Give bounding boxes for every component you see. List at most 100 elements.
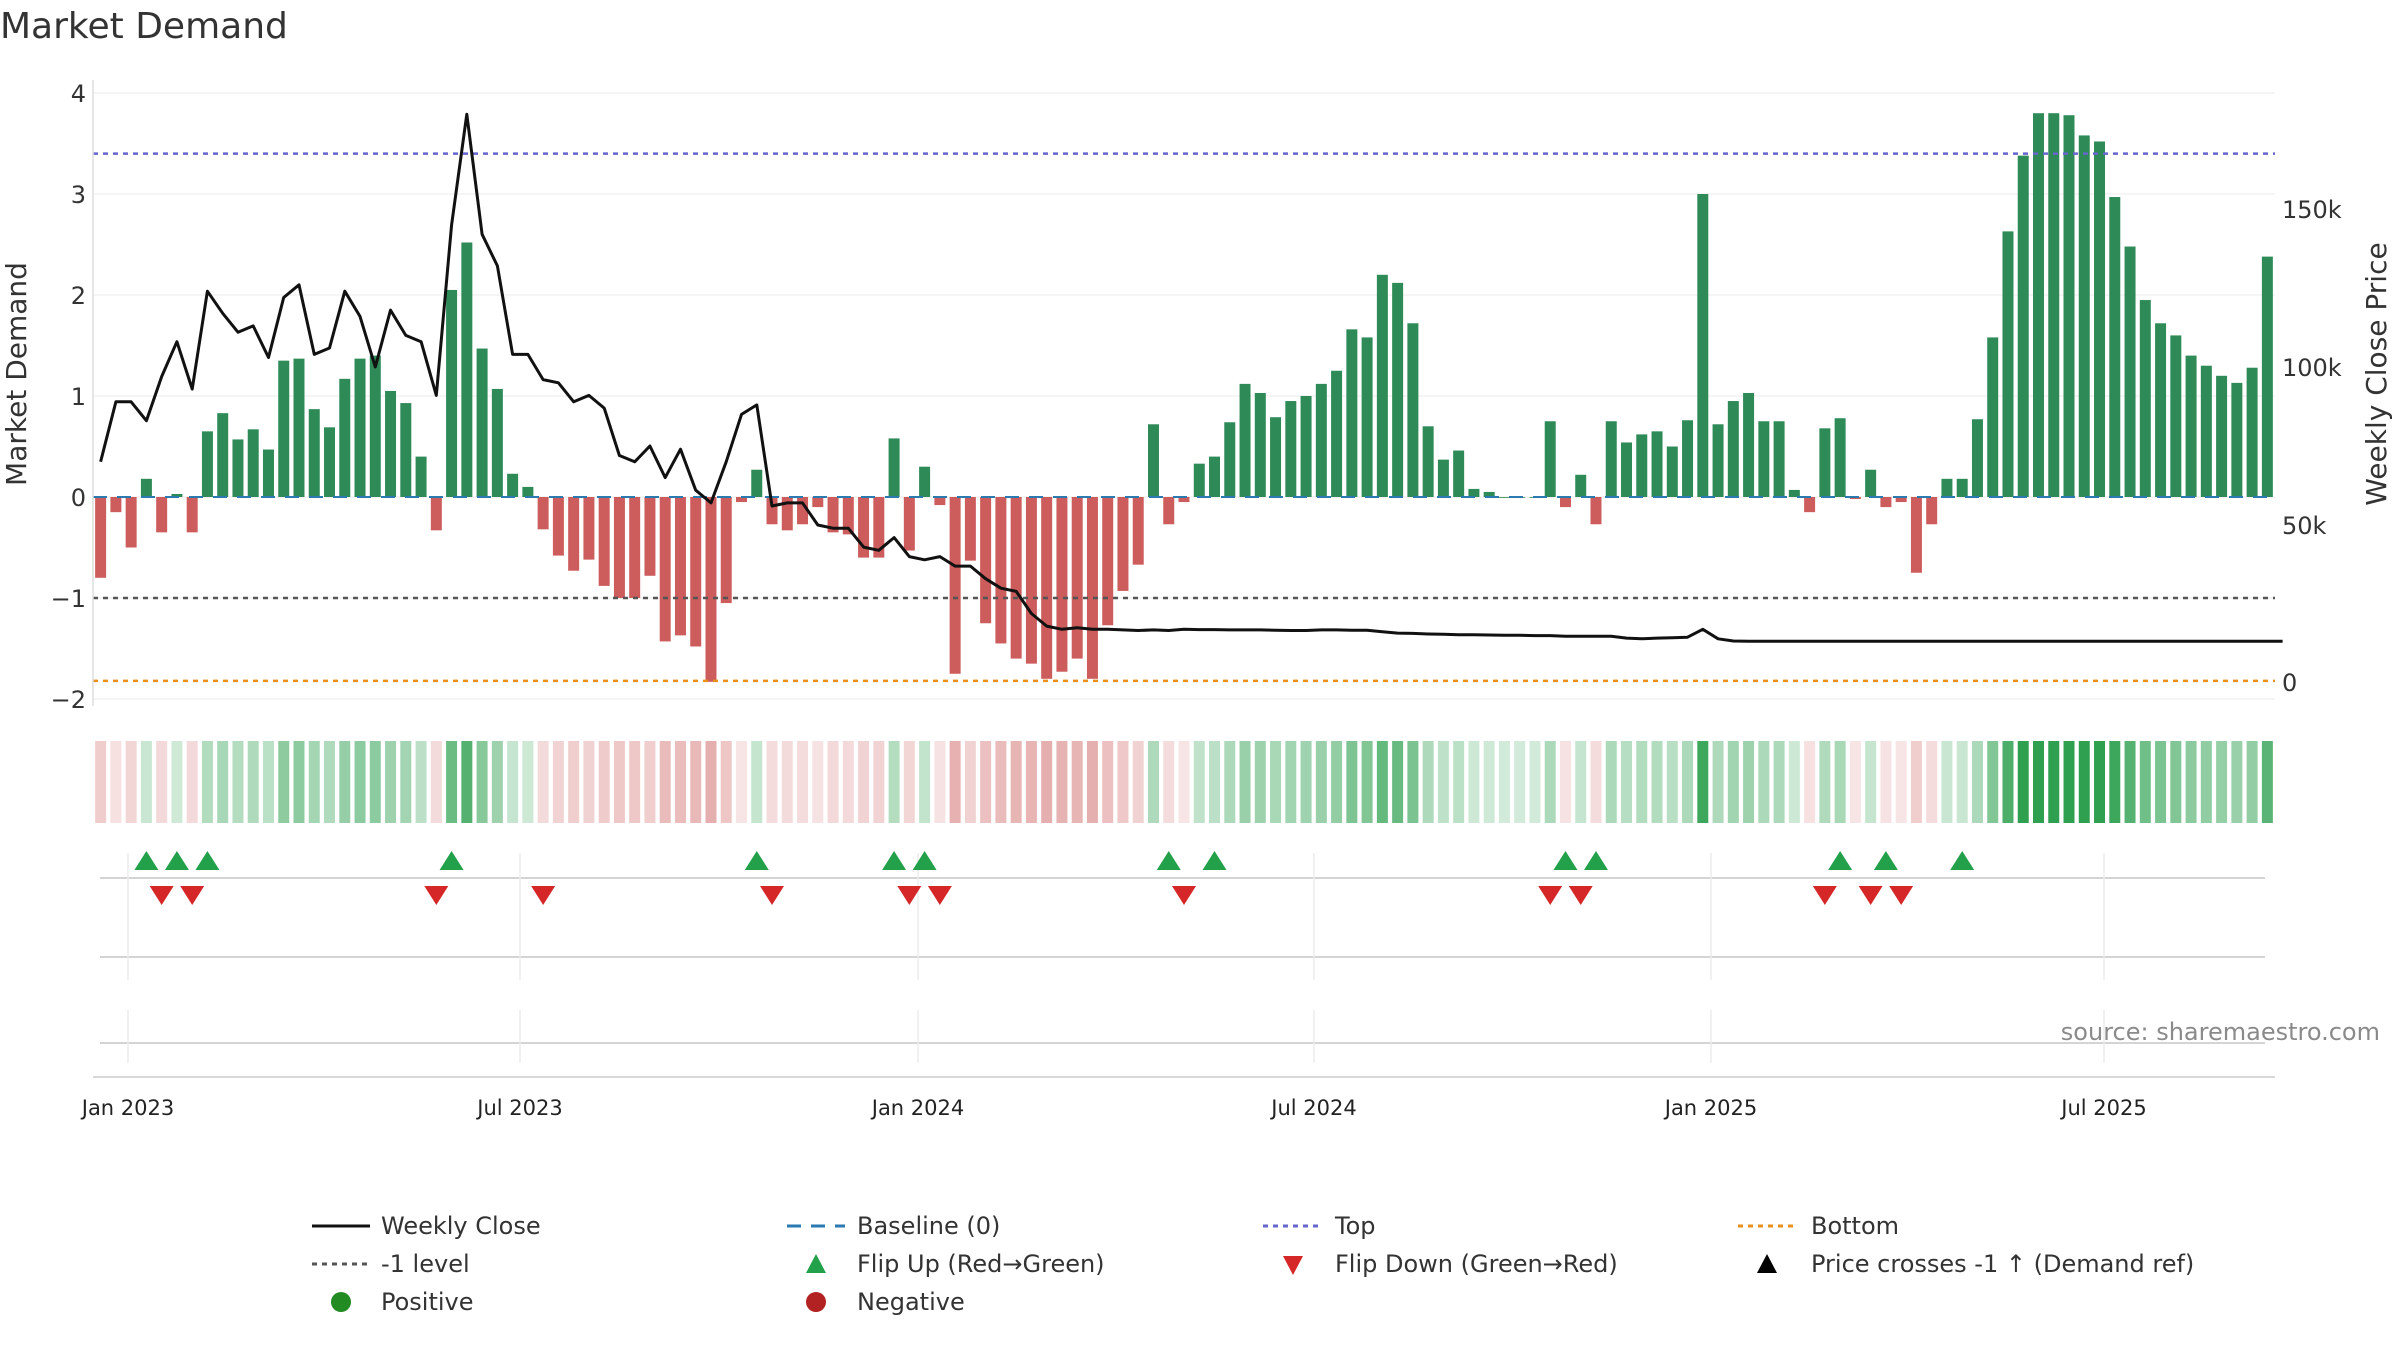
demand-strip-cell: [1224, 741, 1236, 823]
demand-bar: [827, 497, 839, 533]
demand-strip-cell: [1025, 741, 1037, 823]
flip-down-marker: [1568, 886, 1593, 905]
demand-bar: [1834, 418, 1846, 497]
chart-title: Market Demand: [0, 6, 288, 47]
demand-strip-cell: [568, 741, 580, 823]
demand-strip-cell: [613, 741, 625, 823]
demand-strip-cell: [1849, 741, 1861, 823]
demand-bar: [1453, 450, 1465, 497]
flip-down-marker: [180, 886, 205, 905]
demand-bar: [1224, 422, 1236, 497]
demand-bar: [1498, 497, 1510, 498]
demand-strip-cell: [705, 741, 717, 823]
demand-strip-cell: [552, 741, 564, 823]
demand-strip-cell: [110, 741, 122, 823]
demand-bar: [2200, 365, 2212, 497]
demand-bar: [644, 497, 656, 576]
demand-bar: [1865, 469, 1877, 497]
demand-strip-cell: [461, 741, 473, 823]
demand-bar: [674, 497, 686, 636]
demand-bar: [1239, 383, 1251, 497]
legend-item: Price crosses -1 ↑ (Demand ref): [1757, 1250, 2194, 1278]
legend-item: Top: [1263, 1212, 1376, 1240]
demand-strip-cell: [1102, 741, 1114, 823]
flip-down-marker: [1172, 886, 1196, 905]
demand-strip-cell: [2216, 741, 2228, 823]
demand-strip-cell: [1193, 741, 1205, 823]
demand-bar: [1041, 497, 1053, 679]
demand-bar: [278, 360, 290, 497]
demand-bar: [430, 497, 442, 531]
flip-up-marker: [195, 851, 220, 870]
demand-bar: [1788, 489, 1800, 497]
demand-strip-cell: [674, 741, 686, 823]
flip-down-marker: [927, 886, 952, 905]
demand-bar: [2078, 135, 2090, 498]
demand-strip-cell: [827, 741, 839, 823]
demand-bar: [1559, 497, 1571, 508]
demand-bar: [369, 355, 381, 497]
demand-bar: [2139, 300, 2151, 497]
demand-strip-cell: [598, 741, 610, 823]
legend-label: Baseline (0): [857, 1212, 1000, 1240]
demand-bar: [247, 429, 259, 497]
demand-bar: [1071, 497, 1083, 659]
demand-strip-cell: [2094, 741, 2106, 823]
demand-strip-cell: [369, 741, 381, 823]
demand-strip-cell: [1178, 741, 1190, 823]
demand-bar: [858, 497, 870, 558]
demand-bar: [949, 497, 961, 674]
demand-strip-cell: [1361, 741, 1373, 823]
demand-strip-cell: [1010, 741, 1022, 823]
demand-strip-cell: [1880, 741, 1892, 823]
demand-strip-cell: [125, 741, 137, 823]
demand-bar: [1910, 497, 1922, 573]
demand-strip-cell: [1041, 741, 1053, 823]
demand-bar: [1437, 459, 1449, 497]
demand-strip-cell: [2002, 741, 2014, 823]
y2-tick: 150k: [2282, 196, 2342, 224]
legend-item: Weekly Close: [312, 1212, 541, 1240]
legend-item: Positive: [331, 1288, 474, 1316]
demand-strip-cell: [1636, 741, 1648, 823]
demand-bar: [522, 486, 534, 497]
x-tick: Jul 2023: [475, 1096, 562, 1120]
demand-bar: [461, 242, 473, 497]
flip-up-marker: [164, 851, 189, 870]
demand-bar: [903, 497, 915, 551]
demand-strip-cell: [186, 741, 198, 823]
demand-bar: [1193, 463, 1205, 497]
demand-strip-cell: [1575, 741, 1587, 823]
demand-strip-cell: [278, 741, 290, 823]
demand-bar: [1147, 424, 1159, 497]
y2-tick: 100k: [2282, 354, 2342, 382]
demand-strip-cell: [415, 741, 427, 823]
demand-strip-cell: [2017, 741, 2029, 823]
demand-strip-cell: [1529, 741, 1541, 823]
legend-label: Flip Down (Green→Red): [1335, 1250, 1618, 1278]
demand-bar: [812, 497, 824, 508]
demand-strip-cell: [1834, 741, 1846, 823]
demand-bar: [1361, 337, 1373, 497]
demand-bar: [720, 497, 732, 604]
flip-down-marker: [424, 886, 449, 905]
demand-strip-cell: [1651, 741, 1663, 823]
legend-label: Positive: [381, 1288, 474, 1316]
flip-down-marker: [149, 886, 174, 905]
demand-strip-cell: [95, 741, 107, 823]
flip-up-marker: [744, 851, 769, 870]
y-tick: 4: [71, 80, 86, 108]
demand-bar: [2185, 355, 2197, 497]
y-tick: 0: [71, 484, 86, 512]
demand-strip-cell: [2200, 741, 2212, 823]
demand-bar: [964, 497, 976, 561]
legend-label: Flip Up (Red→Green): [857, 1250, 1105, 1278]
demand-strip-cell: [1544, 741, 1556, 823]
flip-down-marker: [531, 886, 556, 905]
demand-strip-cell: [262, 741, 274, 823]
flip-up-marker: [1156, 851, 1181, 870]
demand-bar: [308, 409, 320, 497]
demand-strip-cell: [324, 741, 336, 823]
flip-up-icon: [806, 1254, 826, 1273]
demand-strip-cell: [1926, 741, 1938, 823]
